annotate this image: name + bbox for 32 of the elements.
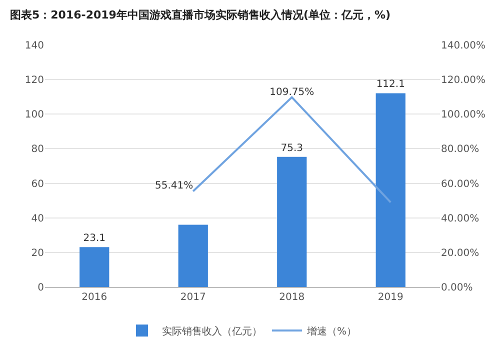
legend-label: 实际销售收入（亿元） bbox=[162, 325, 262, 338]
y2-tick-label: 60.00% bbox=[441, 178, 480, 190]
y2-tick-label: 120.00% bbox=[441, 75, 486, 86]
y-tick-label: 20 bbox=[31, 248, 44, 259]
x-tick-label: 2016 bbox=[82, 292, 108, 303]
y2-tick-label: 0.00% bbox=[441, 282, 473, 294]
y2-tick-label: 40.00% bbox=[441, 213, 480, 224]
bar bbox=[376, 93, 406, 287]
y-tick-label: 40 bbox=[31, 213, 44, 224]
x-tick-label: 2018 bbox=[279, 292, 305, 303]
data-label: 55.41% bbox=[154, 180, 194, 192]
data-label: 112.1 bbox=[376, 79, 405, 90]
data-label: 75.3 bbox=[280, 142, 304, 154]
y-tick-label: 120 bbox=[24, 75, 44, 86]
bar bbox=[178, 224, 208, 287]
y-tick-label: 60 bbox=[31, 178, 44, 190]
chart-title: 图表5：2016-2019年中国游戏直播市场实际销售收入情况(单位：亿元，%) bbox=[10, 8, 391, 22]
y2-tick-label: 20.00% bbox=[441, 248, 480, 259]
data-label: 109.75% bbox=[270, 86, 314, 98]
y2-tick-label: 140.00% bbox=[441, 40, 486, 52]
x-tick-label: 2017 bbox=[180, 292, 206, 303]
y-tick-label: 80 bbox=[31, 144, 44, 156]
y-tick-label: 0 bbox=[38, 282, 44, 294]
y-tick-label: 140 bbox=[24, 40, 44, 52]
legend-label: 增速（%） bbox=[306, 325, 357, 338]
y2-tick-label: 100.00% bbox=[441, 110, 486, 121]
y2-tick-label: 80.00% bbox=[441, 144, 480, 156]
x-tick-label: 2019 bbox=[378, 292, 404, 303]
bar bbox=[80, 247, 110, 287]
data-label: 23.1 bbox=[83, 233, 106, 244]
bar bbox=[277, 156, 307, 287]
y-tick-label: 100 bbox=[24, 110, 44, 121]
